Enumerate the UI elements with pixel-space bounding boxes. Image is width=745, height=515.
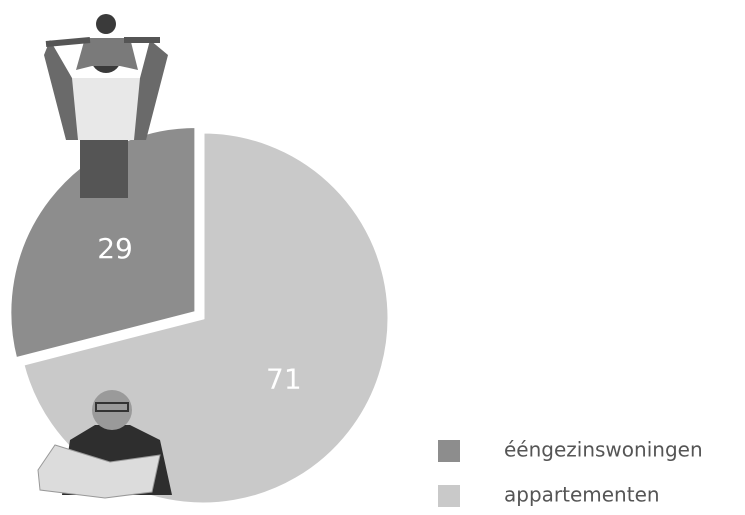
pie [8, 124, 391, 506]
photo-child-arm [45, 37, 91, 47]
photo-child-head [96, 14, 116, 34]
photo-man-reading [37, 390, 172, 499]
legend-swatch [438, 440, 460, 462]
photo-legs [80, 130, 128, 198]
photo-arms [44, 40, 168, 140]
data-label: 29 [97, 232, 133, 265]
photo-glasses [95, 402, 129, 412]
data-label: 71 [266, 363, 302, 396]
legend-label: ééngezinswoningen [504, 438, 703, 462]
photo-father-child [44, 14, 168, 198]
photo-magazine [37, 444, 161, 499]
legend-label: appartementen [504, 483, 660, 507]
photo-shirt [66, 78, 146, 140]
legend-swatch [438, 485, 460, 507]
pie-slice [8, 124, 198, 361]
photo-child-dress [76, 38, 138, 70]
legend: ééngezinswoningen appartementen [438, 438, 703, 507]
data-labels: 29 71 [97, 232, 301, 396]
